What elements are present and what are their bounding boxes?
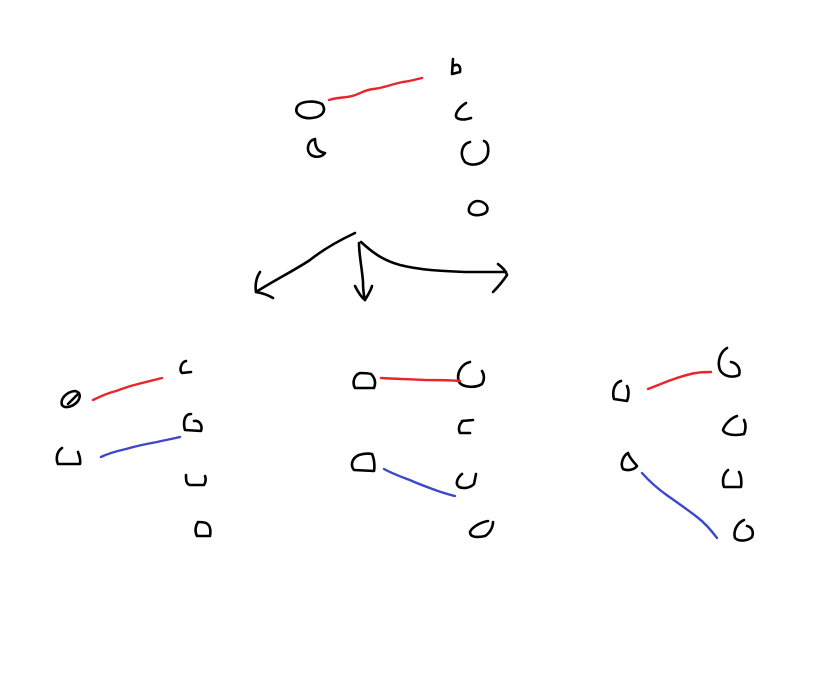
middle-result-right-node-3 [455, 472, 478, 490]
result-graph-right [611, 346, 755, 542]
left-result-left-node-2 [55, 446, 82, 466]
right-result-left-node-1 [611, 379, 630, 403]
left-result-right-node-1 [179, 359, 193, 375]
source-right-node-4 [467, 199, 489, 217]
source-right-node-1 [450, 57, 462, 76]
middle-result-right-node-2 [457, 418, 475, 435]
source-edge-red [327, 76, 424, 102]
arrow-to-middle-result [357, 241, 367, 302]
source-right-node-2 [454, 101, 473, 121]
arrow-to-right-result-head [491, 262, 509, 294]
left-result-edge-blue [99, 435, 182, 459]
right-result-right-node-2 [721, 414, 747, 437]
left-result-edge-red [91, 376, 164, 402]
middle-result-edge-blue [382, 467, 457, 498]
arrow-to-middle-result-head [353, 284, 374, 302]
right-result-right-node-3 [721, 468, 743, 489]
left-result-right-node-3 [184, 473, 207, 487]
right-result-left-node-2 [620, 451, 639, 472]
middle-result-edge-red [379, 376, 462, 383]
arrow-to-right-result [359, 240, 508, 274]
middle-result-left-node-1 [352, 371, 377, 390]
source-graph [295, 57, 490, 217]
result-graph-left [55, 359, 212, 538]
left-result-left-node-1 [60, 389, 81, 409]
source-right-node-3 [460, 139, 490, 166]
right-result-right-node-4 [733, 518, 755, 542]
middle-result-right-node-1 [456, 360, 486, 389]
result-graph-middle [350, 360, 495, 539]
left-result-right-node-2 [182, 412, 203, 433]
right-result-edge-red [646, 370, 713, 391]
source-left-node-1 [295, 100, 326, 120]
middle-result-right-node-4 [468, 519, 495, 539]
left-result-right-node-4 [194, 520, 212, 538]
source-left-node-2 [306, 137, 327, 159]
middle-result-left-node-2 [350, 452, 376, 473]
right-result-edge-blue [640, 471, 719, 540]
arrow-to-left-result [254, 231, 357, 294]
right-result-right-node-1 [717, 346, 741, 378]
arrow-to-left-result-head [254, 270, 275, 300]
branch-arrows [254, 231, 509, 302]
